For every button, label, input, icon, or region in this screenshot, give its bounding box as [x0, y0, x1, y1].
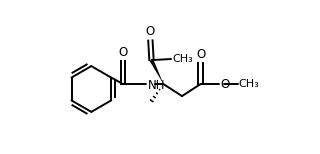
Text: CH₃: CH₃ [172, 54, 193, 64]
Polygon shape [150, 59, 164, 84]
Text: O: O [196, 48, 205, 61]
Text: O: O [220, 78, 230, 91]
Text: NH: NH [148, 79, 165, 92]
Text: O: O [146, 25, 155, 38]
Text: CH₃: CH₃ [239, 79, 260, 89]
Text: O: O [118, 46, 128, 59]
